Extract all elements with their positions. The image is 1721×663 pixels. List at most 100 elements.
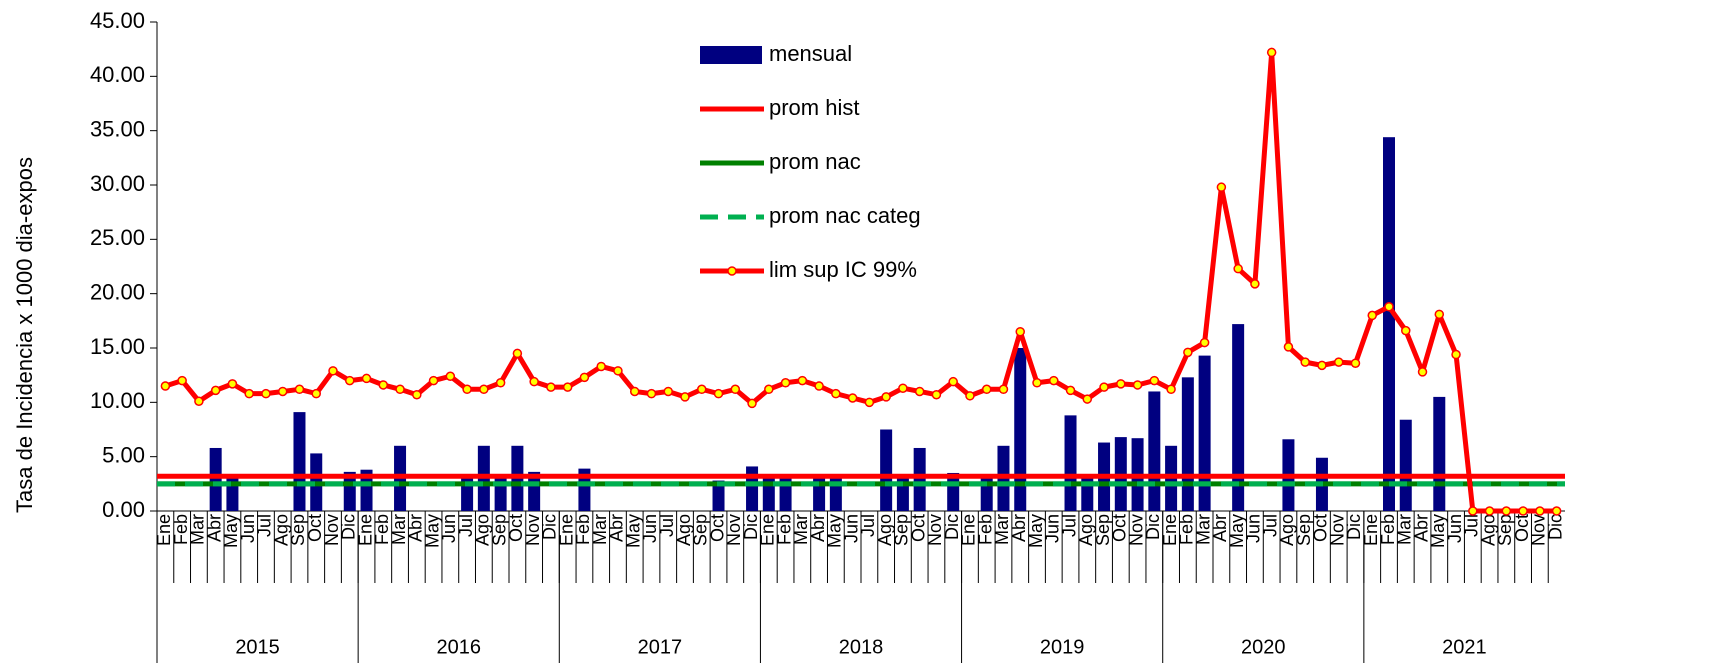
bar: [360, 469, 373, 511]
marker: [1116, 379, 1126, 389]
x-tick-label: Oct: [506, 514, 526, 542]
x-tick-label: Ene: [556, 514, 576, 546]
x-tick-label: Jul: [1059, 514, 1079, 537]
marker: [1434, 309, 1445, 320]
bar: [813, 478, 826, 511]
x-tick-label: Ene: [355, 514, 375, 546]
marker: [1166, 384, 1176, 395]
x-tick-label: Dic: [1344, 514, 1364, 540]
marker: [227, 379, 238, 389]
marker: [1183, 347, 1193, 358]
marker: [663, 386, 673, 397]
x-tick-label: Jun: [1445, 514, 1465, 543]
x-tick-label: Ene: [1160, 514, 1180, 546]
x-tick-label: Jun: [640, 514, 660, 543]
x-tick-label: Abr: [204, 514, 224, 542]
marker: [1350, 358, 1361, 368]
x-tick-label: Nov: [925, 514, 945, 546]
marker: [1283, 342, 1294, 352]
marker: [1199, 337, 1210, 348]
marker: [864, 397, 875, 408]
bar: [762, 478, 775, 511]
x-tick-label: Nov: [1126, 514, 1146, 546]
x-tick-label: May: [422, 514, 442, 548]
marker: [1417, 367, 1428, 377]
x-tick-label: Feb: [573, 514, 593, 545]
x-tick-label: Mar: [791, 514, 811, 545]
marker: [1266, 47, 1277, 58]
marker: [579, 372, 590, 383]
x-tick-label: Dic: [540, 514, 560, 540]
x-tick-label: Jun: [1244, 514, 1264, 543]
marker: [210, 385, 221, 396]
marker: [948, 376, 958, 387]
bar: [209, 447, 222, 511]
x-tick-label: Abr: [1411, 514, 1431, 542]
marker: [546, 382, 556, 392]
marker: [629, 386, 640, 397]
marker: [1484, 506, 1495, 516]
x-tick-label: Ago: [1076, 514, 1096, 546]
x-tick-label: Nov: [523, 514, 543, 546]
bar: [896, 478, 909, 511]
marker: [713, 388, 724, 399]
marker: [780, 378, 791, 388]
x-tick-label: Dic: [1545, 514, 1565, 540]
marker: [328, 366, 338, 376]
bar: [461, 478, 474, 511]
marker: [177, 375, 187, 386]
x-tick-label: Sep: [288, 514, 308, 546]
x-tick-label: Ene: [758, 514, 778, 546]
x-tick-label: Nov: [724, 514, 744, 546]
marker: [529, 376, 539, 387]
bar: [1232, 324, 1245, 511]
marker: [680, 392, 690, 402]
bar: [746, 466, 759, 511]
marker: [1216, 182, 1227, 192]
x-tick-label: Ago: [473, 514, 493, 546]
x-tick-label: Feb: [975, 514, 995, 545]
marker: [345, 375, 355, 386]
x-tick-label: Ago: [674, 514, 694, 546]
x-tick-label: Mar: [992, 514, 1012, 545]
x-tick-label: Jun: [841, 514, 861, 543]
marker: [562, 382, 573, 392]
marker: [596, 361, 606, 372]
bar: [1081, 478, 1094, 511]
x-tick-label: Abr: [1009, 514, 1029, 542]
x-tick-label: Feb: [372, 514, 392, 545]
marker: [831, 388, 841, 399]
marker: [412, 389, 422, 400]
x-tick-label: Jul: [456, 514, 476, 537]
y-tick-label: 5.00: [102, 442, 145, 467]
x-tick-label: Dic: [1143, 514, 1163, 540]
marker: [1065, 385, 1076, 396]
year-label: 2015: [235, 636, 280, 658]
x-tick-label: May: [221, 514, 241, 548]
y-tick-label: 20.00: [90, 279, 145, 304]
x-tick-label: May: [825, 514, 845, 548]
bar: [1064, 415, 1077, 511]
marker: [1049, 375, 1059, 386]
x-tick-label: Jun: [238, 514, 258, 543]
x-tick-label: Nov: [1327, 514, 1347, 546]
x-tick-label: Sep: [489, 514, 509, 546]
legend-label: prom nac: [769, 149, 861, 174]
marker: [914, 386, 925, 397]
x-tick-label: Sep: [691, 514, 711, 546]
marker: [1535, 506, 1545, 516]
x-tick-label: Sep: [1093, 514, 1113, 546]
y-tick-label: 30.00: [90, 171, 145, 196]
x-tick-label: Dic: [741, 514, 761, 540]
marker: [898, 383, 908, 393]
year-label: 2020: [1241, 636, 1286, 658]
marker: [1518, 506, 1528, 516]
legend-label: prom hist: [769, 95, 859, 120]
marker: [931, 389, 942, 400]
year-label: 2018: [839, 636, 884, 658]
marker: [998, 384, 1009, 395]
marker: [261, 388, 271, 399]
x-tick-label: Mar: [1395, 514, 1415, 545]
marker: [747, 398, 757, 409]
x-tick-label: May: [1428, 514, 1448, 548]
